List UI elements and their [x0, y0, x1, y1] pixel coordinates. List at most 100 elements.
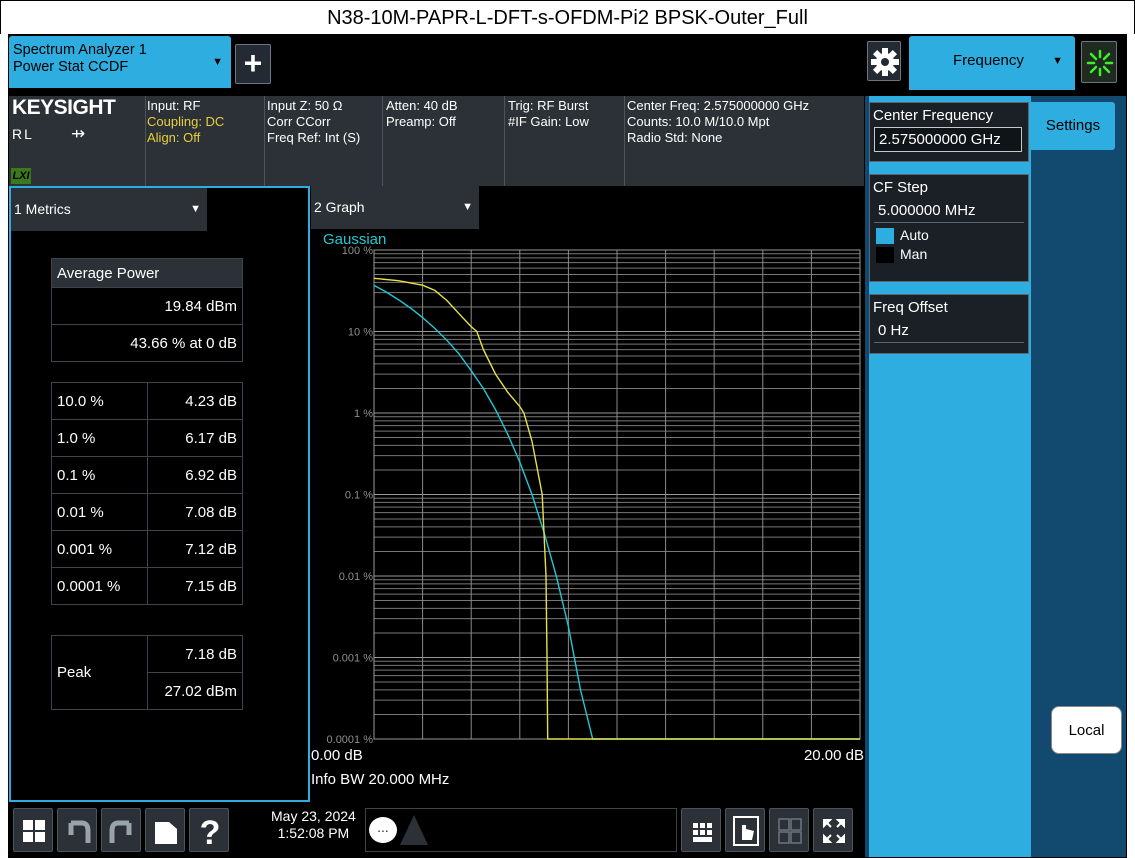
graph-window-selector[interactable]: 2 Graph ▼: [311, 186, 479, 229]
table-row: 0.01 % 7.08 dB: [51, 493, 243, 531]
settings-summary-bar[interactable]: KEYSIGHT RL ⇸ LXI Input: RF Coupling: DC…: [9, 96, 864, 186]
info-bw-label: Info BW 20.000 MHz: [311, 771, 450, 788]
auto-selected-indicator: [876, 228, 894, 244]
divider: [264, 96, 265, 186]
value-cell: 7.08 dB: [147, 493, 243, 531]
undo-icon: [68, 820, 91, 843]
taskbar: ? May 23, 2024 1:52:08 PM ...: [9, 802, 865, 857]
y-tick-label: 100 %: [342, 245, 373, 257]
prob-cell: 0.001 %: [51, 530, 148, 568]
table-row: 10.0 % 4.23 dB: [51, 382, 243, 420]
cf-step-label: CF Step: [873, 179, 929, 196]
peak-table: Peak 7.18 dB 27.02 dBm: [51, 635, 243, 710]
busy-indicator-button[interactable]: [1081, 41, 1117, 83]
center-frequency-control[interactable]: Center Frequency 2.575000000 GHz: [869, 102, 1029, 162]
metrics-window-selector[interactable]: 1 Metrics ▼: [11, 188, 207, 231]
value-cell: 6.92 dB: [147, 456, 243, 494]
lxi-badge: LXI: [11, 168, 31, 184]
atten-label: Atten: 40 dB: [386, 98, 458, 113]
input-label: Input: RF: [147, 98, 201, 113]
measured-trace: [373, 277, 860, 740]
prob-cell: 10.0 %: [51, 382, 148, 420]
prob-cell: 0.0001 %: [51, 567, 148, 605]
touch-mode-button[interactable]: [725, 808, 765, 852]
undo-button[interactable]: [57, 808, 97, 852]
redo-icon: [109, 820, 132, 843]
center-frequency-input[interactable]: 2.575000000 GHz: [874, 127, 1022, 152]
gear-button[interactable]: [867, 41, 901, 81]
time-label: 1:52:08 PM: [277, 825, 350, 841]
x-axis-min-label: 0.00 dB: [311, 747, 363, 764]
if-gain-label: #IF Gain: Low: [508, 114, 589, 129]
prob-cell: 0.01 %: [51, 493, 148, 531]
y-tick-label: 0.1 %: [345, 490, 373, 502]
warning-icon: [400, 815, 428, 845]
date-time: May 23, 2024 1:52:08 PM: [271, 808, 356, 842]
brand-logo: KEYSIGHT: [12, 96, 116, 119]
man-indicator: [876, 247, 894, 263]
freq-offset-input[interactable]: 0 Hz: [874, 319, 1024, 343]
y-tick-label: 0.01 %: [339, 571, 373, 583]
peak-label: Peak: [51, 635, 148, 710]
window-layout-button[interactable]: [769, 808, 809, 852]
folder-icon: [155, 822, 177, 844]
touch-keypad-button[interactable]: [681, 808, 721, 852]
avg-power-percent: 43.66 % at 0 dB: [51, 324, 243, 362]
frequency-menu-tab[interactable]: Frequency ▼: [909, 36, 1075, 90]
y-tick-label: 0.001 %: [333, 653, 374, 665]
maximize-button[interactable]: [813, 808, 853, 852]
chat-icon[interactable]: ...: [369, 817, 397, 843]
local-button[interactable]: Local: [1051, 706, 1122, 754]
divider: [382, 96, 383, 186]
radio-std-label: Radio Std: None: [627, 130, 723, 145]
attenuation-settings: Atten: 40 dB Preamp: Off: [386, 98, 458, 130]
windows-button[interactable]: [13, 808, 53, 852]
redo-button[interactable]: [101, 808, 141, 852]
peak-dbm: 27.02 dBm: [147, 672, 243, 710]
prob-cell: 0.1 %: [51, 456, 148, 494]
divider: [145, 96, 146, 186]
settings-tab[interactable]: Settings: [1031, 102, 1115, 150]
man-label: Man: [900, 246, 928, 262]
table-row: 0.001 % 7.12 dB: [51, 530, 243, 568]
trigger-label: Trig: RF Burst: [508, 98, 589, 113]
value-cell: 4.23 dB: [147, 382, 243, 420]
touch-hand-icon: [733, 816, 759, 846]
avg-power-dbm: 19.84 dBm: [51, 287, 243, 325]
center-frequency-label: Center Frequency: [873, 107, 994, 124]
input-settings: Input: RF Coupling: DC Align: Off: [147, 98, 224, 146]
analyzer-screen: Spectrum Analyzer 1 Power Stat CCDF ▼ + …: [8, 34, 1127, 858]
peak-db: 7.18 dB: [147, 635, 243, 673]
ccdf-table: 10.0 % 4.23 dB 1.0 % 6.17 dB 0.1 % 6.92 dB …: [51, 382, 243, 605]
freq-offset-label: Freq Offset: [873, 299, 948, 316]
prob-cell: 1.0 %: [51, 419, 148, 457]
correction-label: Corr CCorr: [267, 114, 331, 129]
message-area[interactable]: ...: [365, 808, 677, 852]
preamp-label: Preamp: Off: [386, 114, 456, 129]
file-button[interactable]: [145, 808, 185, 852]
metrics-window[interactable]: 1 Metrics ▼ Average Power 19.84 dBm 43.6…: [9, 186, 310, 802]
spinner-icon: [1086, 49, 1114, 77]
value-cell: 7.12 dB: [147, 530, 243, 568]
legend-gaussian: Gaussian: [323, 231, 387, 248]
value-cell: 6.17 dB: [147, 419, 243, 457]
freq-offset-control[interactable]: Freq Offset 0 Hz: [869, 294, 1029, 354]
help-button[interactable]: ?: [189, 808, 229, 852]
dropdown-arrow-icon: ▼: [1052, 55, 1063, 67]
ccdf-chart[interactable]: 100 % 10 % 1 % 0.1 % 0.01 % 0.001 % 0.0001 %: [311, 186, 864, 802]
rf-input-icon: ⇸: [71, 124, 86, 143]
metrics-window-title: 1 Metrics: [14, 201, 71, 217]
cf-step-auto-option[interactable]: Auto: [870, 227, 1028, 246]
cf-step-control[interactable]: CF Step 5.000000 MHz Auto Man: [869, 174, 1029, 282]
settings-column: Center Frequency 2.575000000 GHz CF Step…: [869, 96, 1031, 857]
add-tab-button[interactable]: +: [235, 44, 271, 84]
value-cell: 7.15 dB: [147, 567, 243, 605]
dropdown-arrow-icon: ▼: [190, 203, 201, 215]
cf-step-man-option[interactable]: Man: [870, 246, 1028, 265]
graph-window[interactable]: 100 % 10 % 1 % 0.1 % 0.01 % 0.001 % 0.0001 % 2…: [311, 186, 864, 802]
menu-panel: Center Frequency 2.575000000 GHz CF Step…: [865, 96, 1126, 857]
mode-tab[interactable]: Spectrum Analyzer 1 Power Stat CCDF ▼: [9, 36, 231, 88]
svg-text:?: ?: [200, 814, 221, 852]
cf-step-input[interactable]: 5.000000 MHz: [874, 199, 1024, 223]
mode-tab-line2: Power Stat CCDF: [13, 59, 129, 75]
